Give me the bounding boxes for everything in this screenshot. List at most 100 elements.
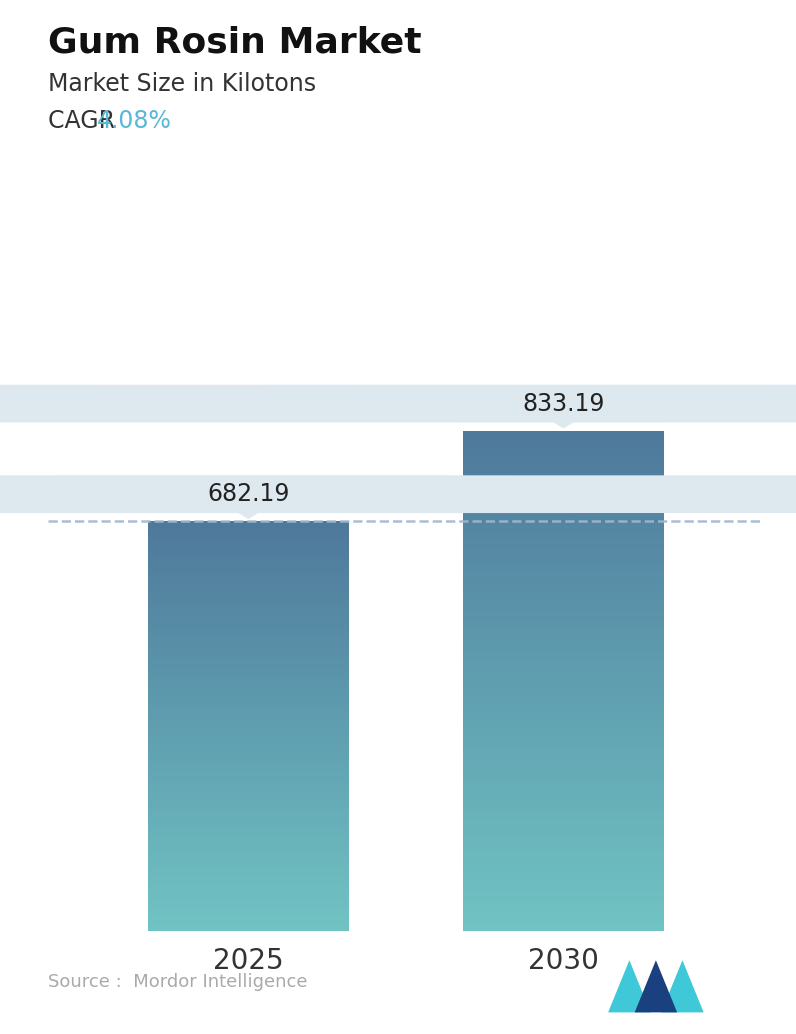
Bar <box>463 467 664 469</box>
Bar <box>148 614 349 615</box>
Bar <box>148 708 349 709</box>
Bar <box>148 542 349 543</box>
Bar <box>463 864 664 865</box>
Bar <box>463 819 664 821</box>
Bar <box>148 853 349 854</box>
Bar <box>463 652 664 655</box>
Bar <box>463 548 664 549</box>
Bar <box>148 536 349 537</box>
Bar <box>463 890 664 892</box>
Bar <box>463 781 664 783</box>
Bar <box>463 917 664 919</box>
Bar <box>463 839 664 841</box>
Bar <box>148 910 349 912</box>
Bar <box>148 652 349 653</box>
Bar <box>463 671 664 672</box>
Bar <box>148 908 349 909</box>
Bar <box>463 489 664 491</box>
Bar <box>463 887 664 889</box>
Bar <box>148 754 349 755</box>
Bar <box>463 847 664 849</box>
Bar <box>148 611 349 613</box>
Bar <box>463 436 664 437</box>
Bar <box>148 893 349 895</box>
Bar <box>463 644 664 646</box>
Bar <box>148 555 349 557</box>
Bar <box>148 681 349 682</box>
Bar <box>148 545 349 546</box>
Bar <box>148 906 349 908</box>
Bar <box>148 707 349 708</box>
Bar <box>463 770 664 772</box>
Bar <box>463 701 664 702</box>
Bar <box>463 626 664 628</box>
Bar <box>148 573 349 575</box>
Bar <box>463 927 664 929</box>
Bar <box>148 735 349 737</box>
Bar <box>148 660 349 661</box>
Bar <box>148 828 349 829</box>
Bar <box>148 833 349 835</box>
Bar <box>463 901 664 903</box>
Bar <box>463 551 664 552</box>
Bar <box>463 838 664 839</box>
Bar <box>148 739 349 741</box>
Bar <box>463 882 664 884</box>
Bar <box>148 528 349 529</box>
Bar <box>463 544 664 546</box>
Bar <box>148 918 349 919</box>
Bar <box>463 582 664 584</box>
Bar <box>148 824 349 825</box>
Bar <box>148 607 349 609</box>
Bar <box>148 619 349 621</box>
Bar <box>148 726 349 727</box>
Bar <box>148 575 349 576</box>
Bar <box>148 665 349 666</box>
Bar <box>148 846 349 848</box>
Bar <box>463 483 664 484</box>
Bar <box>463 434 664 436</box>
Bar <box>463 543 664 544</box>
Bar <box>148 636 349 637</box>
Bar <box>463 787 664 789</box>
Bar <box>148 914 349 915</box>
Bar <box>148 793 349 794</box>
Bar <box>148 919 349 921</box>
Bar <box>148 832 349 833</box>
Bar <box>463 778 664 779</box>
Bar <box>463 834 664 835</box>
Bar <box>463 458 664 459</box>
Bar <box>148 562 349 564</box>
Bar <box>463 508 664 509</box>
Bar <box>463 506 664 508</box>
Bar <box>463 776 664 778</box>
Bar <box>148 709 349 711</box>
Polygon shape <box>661 961 704 1012</box>
Bar <box>148 711 349 712</box>
Bar <box>463 541 664 543</box>
Bar <box>148 815 349 816</box>
Bar <box>148 878 349 879</box>
Bar <box>148 539 349 541</box>
Bar <box>463 742 664 744</box>
Bar <box>463 751 664 753</box>
Bar <box>148 679 349 681</box>
Bar <box>148 854 349 855</box>
Bar <box>463 791 664 792</box>
Bar <box>148 624 349 626</box>
Bar <box>148 768 349 769</box>
Bar <box>463 603 664 604</box>
Bar <box>463 536 664 538</box>
Bar <box>463 481 664 483</box>
Bar <box>463 511 664 513</box>
Bar <box>148 640 349 641</box>
Bar <box>463 767 664 769</box>
Bar <box>148 747 349 748</box>
Bar <box>148 696 349 697</box>
Bar <box>463 533 664 535</box>
Bar <box>463 669 664 671</box>
Bar <box>463 732 664 734</box>
Bar <box>148 598 349 600</box>
Bar <box>148 543 349 545</box>
Bar <box>463 538 664 539</box>
